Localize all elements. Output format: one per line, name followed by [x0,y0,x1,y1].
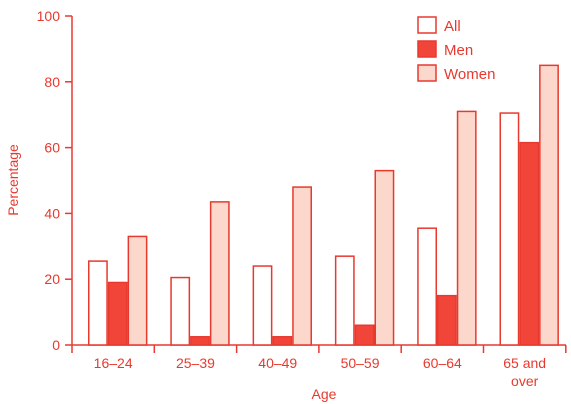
y-tick-label: 60 [44,140,60,156]
bar-women-2 [292,186,313,346]
bar-men-0 [107,281,128,346]
y-tick-label: 100 [37,8,61,24]
x-tick-label: 40–49 [258,355,297,371]
legend-swatch-men [417,40,437,58]
y-tick-label: 20 [44,271,60,287]
x-axis-title: Age [312,386,337,402]
bar-men-2 [272,336,293,346]
bar-women-5 [539,64,559,346]
x-tick-label: 16–24 [94,355,133,371]
bar-all-5 [499,112,520,346]
bar-women-1 [209,201,230,346]
y-tick-label: 80 [44,74,60,90]
x-tick-label: 25–39 [176,355,215,371]
y-tick-label: 40 [44,205,60,221]
bar-all-1 [170,276,191,346]
y-tick-label: 0 [52,337,60,353]
bar-all-3 [334,255,355,346]
x-tick-label: 65 and [503,355,546,371]
labels: 0 20 40 60 80 100 16–24 25–39 40–49 50–59 60–64 65 … [5,8,546,402]
legend-swatch-women [417,64,437,82]
bar-women-0 [127,235,148,346]
bar-all-0 [88,260,108,346]
x-tick-label: over [511,373,539,389]
legend-label: Women [444,66,495,83]
legend-label: All [444,18,461,35]
bar-women-4 [456,110,477,346]
axes [65,15,567,353]
legend: All Men Women [417,16,495,83]
x-tick-label: 60–64 [423,355,462,371]
x-tick-label: 50–59 [341,355,380,371]
bar-women-3 [374,169,395,346]
bars [88,64,559,346]
legend-swatch-all [417,16,437,34]
legend-label: Men [444,42,473,59]
bar-men-4 [437,294,457,346]
y-axis-title: Percentage [5,144,21,216]
bar-men-5 [519,141,540,346]
bar-all-4 [417,227,438,346]
bar-men-1 [190,336,210,346]
bar-men-3 [354,324,375,346]
bar-all-2 [252,265,273,346]
